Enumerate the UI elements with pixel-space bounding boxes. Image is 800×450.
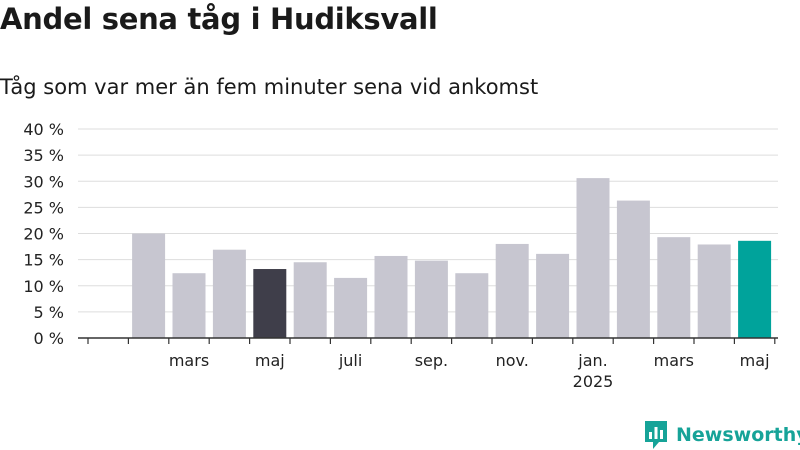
bar bbox=[414, 260, 448, 338]
bar bbox=[253, 269, 287, 338]
y-tick-label: 35 % bbox=[23, 146, 64, 165]
bar bbox=[293, 262, 327, 338]
bar bbox=[576, 178, 610, 338]
y-tick-label: 15 % bbox=[23, 251, 64, 270]
bar bbox=[212, 249, 246, 338]
bar bbox=[455, 273, 489, 338]
x-tick-label: mars bbox=[654, 351, 694, 370]
y-tick-label: 0 % bbox=[34, 329, 64, 348]
y-tick-label: 25 % bbox=[23, 198, 64, 217]
x-tick-sublabel: 2025 bbox=[573, 372, 614, 391]
newsworthy-icon bbox=[645, 421, 667, 449]
x-tick-label: jan. bbox=[577, 351, 607, 370]
chart-title: Andel sena tåg i Hudiksvall bbox=[0, 2, 438, 36]
x-tick-label: juli bbox=[338, 351, 362, 370]
x-tick-label: maj bbox=[740, 351, 770, 370]
bar bbox=[334, 277, 368, 338]
bar bbox=[172, 273, 206, 338]
bar bbox=[616, 200, 650, 338]
y-tick-label: 30 % bbox=[23, 172, 64, 191]
chart-subtitle: Tåg som var mer än fem minuter sena vid … bbox=[0, 75, 539, 99]
x-tick-label: maj bbox=[255, 351, 285, 370]
brand-name: Newsworthy bbox=[676, 424, 800, 446]
bar bbox=[536, 253, 570, 338]
x-tick-label: nov. bbox=[496, 351, 529, 370]
bar bbox=[738, 240, 772, 338]
newsworthy-logo: Newsworthy bbox=[644, 420, 800, 450]
bar bbox=[374, 255, 408, 338]
bar bbox=[657, 237, 691, 338]
bar bbox=[132, 233, 166, 338]
x-tick-label: mars bbox=[169, 351, 209, 370]
y-tick-label: 40 % bbox=[23, 120, 64, 139]
bar bbox=[495, 243, 529, 338]
x-tick-label: sep. bbox=[415, 351, 448, 370]
y-tick-label: 10 % bbox=[23, 277, 64, 296]
bar bbox=[697, 244, 731, 338]
y-tick-label: 20 % bbox=[23, 225, 64, 244]
y-tick-label: 5 % bbox=[34, 303, 64, 322]
